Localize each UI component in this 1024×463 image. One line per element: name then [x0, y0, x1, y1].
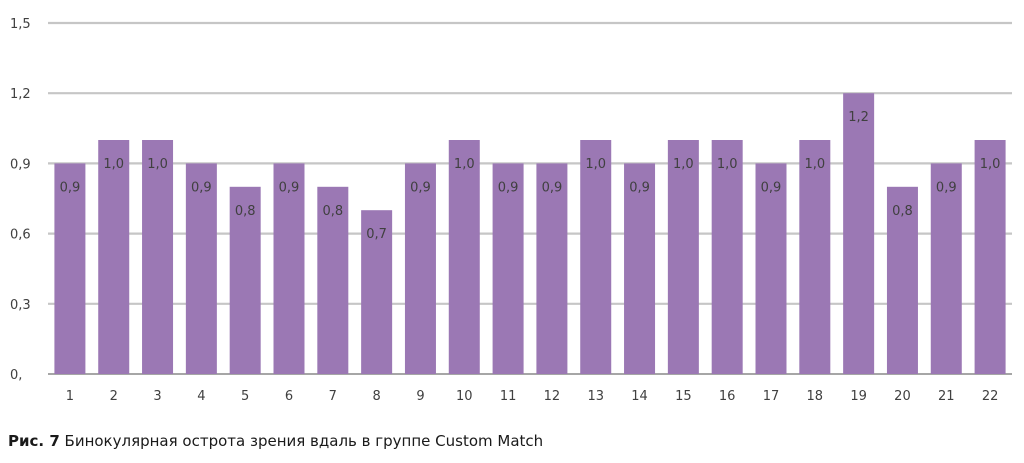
data-label: 1,0	[454, 157, 475, 172]
data-label: 1,2	[848, 110, 869, 125]
x-tick-label: 1	[66, 389, 74, 404]
x-tick-label: 20	[894, 389, 911, 404]
bar	[404, 163, 436, 374]
data-label: 0,7	[366, 227, 387, 242]
bars	[54, 93, 1006, 374]
x-axis-ticks: 1 2 3 4 5 6 7 8 9 10 11 12 13 14 15 16 17 18 19 20 21 22	[66, 389, 999, 404]
y-axis-ticks: 0, 0,3 0,6 0,9 1,2 1,5	[10, 17, 31, 383]
x-tick-label: 4	[197, 389, 205, 404]
bar	[624, 163, 656, 374]
data-label: 0,9	[629, 180, 650, 195]
data-label: 1,0	[147, 157, 168, 172]
x-tick-label: 5	[241, 389, 249, 404]
x-tick-label: 18	[807, 389, 824, 404]
x-tick-label: 2	[110, 389, 118, 404]
bar	[448, 140, 480, 374]
x-tick-label: 10	[456, 389, 473, 404]
data-label: 0,8	[892, 204, 913, 219]
data-label: 0,9	[279, 180, 300, 195]
bar	[98, 140, 130, 374]
bar-chart: 0,91,0 1,00,90,80,90,80,70,91,00,9 0,91,00…	[10, 17, 1012, 404]
x-tick-label: 17	[763, 389, 780, 404]
data-labels: 0,9 1,0 1,0 0,9 0,8 0,9 0,8 0,7 0,9 1,0 0,9 0,9 1,0 0…	[60, 110, 1001, 242]
bar	[843, 93, 875, 374]
bar	[711, 140, 743, 374]
data-label: 1,0	[804, 157, 825, 172]
bar	[886, 186, 918, 374]
bar	[799, 140, 831, 374]
bar	[229, 186, 261, 374]
x-tick-label: 15	[675, 389, 692, 404]
bar	[492, 163, 524, 374]
data-label: 0,9	[410, 180, 431, 195]
bar	[185, 163, 217, 374]
x-tick-label: 16	[719, 389, 736, 404]
bar	[273, 163, 305, 374]
bar	[755, 163, 787, 374]
data-label: 1,0	[585, 157, 606, 172]
figure-caption: Рис. 7 Бинокулярная острота зрения вдаль…	[8, 432, 543, 450]
bar	[580, 140, 612, 374]
y-tick-label: 0,	[10, 368, 22, 383]
data-label: 0,9	[498, 180, 519, 195]
bar	[930, 163, 962, 374]
y-tick-label: 1,5	[10, 17, 31, 32]
data-label: 1,0	[717, 157, 738, 172]
x-tick-label: 7	[329, 389, 337, 404]
data-label: 1,0	[103, 157, 124, 172]
caption-text: Бинокулярная острота зрения вдаль в груп…	[59, 432, 544, 450]
y-tick-label: 0,6	[10, 228, 31, 243]
y-tick-label: 0,9	[10, 157, 31, 172]
caption-lead: Рис. 7	[8, 432, 60, 450]
data-label: 0,9	[761, 180, 782, 195]
x-tick-label: 8	[372, 389, 380, 404]
bar	[54, 163, 86, 374]
data-label: 1,0	[980, 157, 1001, 172]
x-tick-label: 21	[938, 389, 955, 404]
data-label: 0,9	[60, 180, 81, 195]
bar	[536, 163, 568, 374]
y-tick-label: 1,2	[10, 87, 31, 102]
bar	[142, 140, 174, 374]
data-label: 0,9	[542, 180, 563, 195]
data-label: 0,8	[322, 204, 343, 219]
x-tick-label: 12	[544, 389, 561, 404]
x-tick-label: 9	[416, 389, 424, 404]
x-tick-label: 19	[850, 389, 867, 404]
x-tick-label: 14	[631, 389, 648, 404]
data-label: 0,9	[936, 180, 957, 195]
data-label: 0,9	[191, 180, 212, 195]
x-tick-label: 13	[587, 389, 604, 404]
bar	[974, 140, 1006, 374]
x-tick-label: 3	[153, 389, 161, 404]
bar	[361, 210, 393, 374]
data-label: 1,0	[673, 157, 694, 172]
bar	[317, 186, 349, 374]
x-tick-label: 11	[500, 389, 517, 404]
x-tick-label: 6	[285, 389, 293, 404]
x-tick-label: 22	[982, 389, 999, 404]
data-label: 0,8	[235, 204, 256, 219]
y-tick-label: 0,3	[10, 298, 31, 313]
bar	[667, 140, 699, 374]
